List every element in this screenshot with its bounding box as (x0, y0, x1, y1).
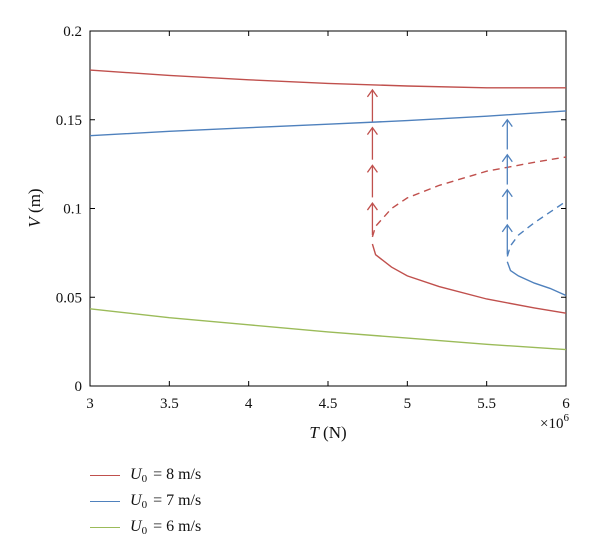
x-tick-label: 5 (404, 396, 412, 412)
legend-swatch (90, 526, 120, 528)
series-0-stable-upper (89, 69, 566, 89)
series-layer (89, 69, 567, 351)
legend-label: = 8 m/s (153, 466, 202, 483)
x-tick-label: 5.5 (477, 396, 496, 412)
legend-symbol: U (130, 466, 142, 483)
x-tick-label: 6 (562, 396, 570, 412)
y-tick-label: 0.15 (56, 113, 82, 129)
legend: U 0 = 8 m/s U 0 = 7 m/s U 0 = 6 m/s (90, 462, 201, 540)
x-multiplier: ×106 (540, 412, 569, 432)
legend-item-u6: U 0 = 6 m/s (90, 514, 201, 540)
legend-item-u8: U 0 = 8 m/s (90, 462, 201, 488)
series-0-unstable (371, 156, 567, 238)
y-tick-label: 0.2 (63, 24, 82, 40)
x-tick-label: 4.5 (319, 396, 338, 412)
series-1-stable-upper (89, 110, 567, 137)
legend-item-u7: U 0 = 7 m/s (90, 488, 201, 514)
series-0-jump-arrowhead (366, 164, 378, 173)
bifurcation-chart: 3 3.5 4 4.5 5 5.5 6 0 0.05 0.1 0.15 0.2 T (N) V (m)… (25, 24, 571, 442)
y-tick-label: 0.05 (56, 290, 82, 306)
y-axis-label: V (m) (25, 188, 44, 227)
x-tick-label: 3.5 (160, 396, 179, 412)
series-1-jump-arrowhead (501, 118, 513, 128)
series-0-stable-lower (371, 243, 567, 314)
x-tick-label: 3 (86, 396, 94, 412)
series-1-stable-lower (506, 261, 567, 297)
x-tick-label: 4 (245, 396, 253, 412)
axis-ticks: 3 3.5 4 4.5 5 5.5 6 0 0.05 0.1 0.15 0.2 (56, 24, 571, 412)
y-tick-label: 0 (75, 379, 83, 395)
legend-symbol: U (130, 518, 142, 535)
legend-label: = 7 m/s (153, 492, 202, 509)
x-axis-label: T (N) (309, 423, 346, 442)
series-1-jump-arrowhead (501, 223, 513, 233)
legend-swatch (90, 500, 120, 502)
series-0-jump-arrowhead (366, 201, 378, 211)
series-1-jump-arrowhead (501, 153, 513, 163)
legend-label: = 6 m/s (153, 518, 202, 535)
series-0-jump-arrowhead (366, 126, 378, 136)
series-1-unstable (506, 200, 567, 257)
series-0-jump-arrowhead (366, 88, 378, 98)
legend-subscript: 0 (141, 499, 148, 511)
series-2-stable-upper (89, 308, 567, 351)
legend-swatch (90, 474, 120, 476)
legend-subscript: 0 (141, 473, 148, 485)
y-tick-label: 0.1 (63, 202, 82, 218)
plot-frame (89, 30, 567, 387)
legend-subscript: 0 (141, 525, 148, 537)
series-1-jump-arrowhead (501, 188, 513, 198)
legend-symbol: U (130, 492, 142, 509)
